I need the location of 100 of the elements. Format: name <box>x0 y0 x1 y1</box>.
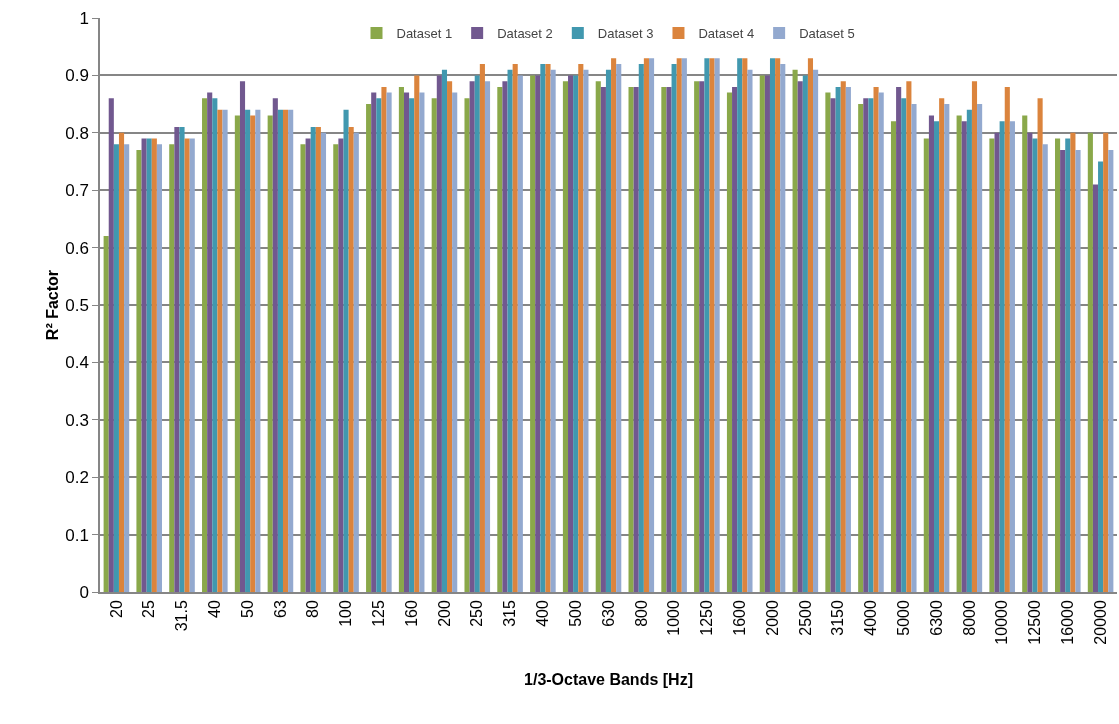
x-tick-label: 25 <box>140 600 158 618</box>
x-tick-label: 16000 <box>1058 600 1076 645</box>
bar <box>901 98 907 592</box>
bar <box>694 81 700 592</box>
bar <box>1060 150 1066 592</box>
bar <box>409 98 415 592</box>
legend-label: Dataset 4 <box>698 26 755 42</box>
bar <box>441 69 448 592</box>
bar <box>1009 121 1015 592</box>
bar <box>966 109 972 592</box>
bar <box>737 58 743 592</box>
bar <box>769 58 776 592</box>
bar <box>288 109 294 592</box>
bar <box>338 138 344 592</box>
bar <box>699 81 705 592</box>
x-tick-label: 63 <box>271 600 289 618</box>
x-tick-label: 2000 <box>763 600 781 636</box>
y-tick-label: 0.6 <box>65 238 89 258</box>
y-tick-label: 0.1 <box>65 525 89 545</box>
x-tick-label: 40 <box>206 600 224 618</box>
bar <box>189 138 195 592</box>
bar <box>1103 132 1109 592</box>
bar <box>1004 86 1010 592</box>
bar <box>507 69 513 592</box>
bar <box>222 109 228 592</box>
x-tick-label: 160 <box>402 600 420 627</box>
bar <box>890 121 897 592</box>
x-tick-label: 400 <box>534 600 552 627</box>
legend-label: Dataset 3 <box>597 26 654 42</box>
bar <box>1070 132 1076 592</box>
bar <box>234 115 240 592</box>
bar <box>540 63 546 592</box>
bar <box>315 127 321 592</box>
bar <box>825 92 831 592</box>
bar <box>333 144 339 592</box>
bar <box>381 86 387 592</box>
bar <box>1037 98 1043 592</box>
bar <box>464 98 470 592</box>
bar <box>764 75 770 592</box>
y-tick-label: 0.2 <box>65 468 89 488</box>
bar <box>169 144 175 592</box>
bar <box>151 138 157 592</box>
bar <box>714 58 720 592</box>
bar <box>545 63 551 592</box>
bar <box>353 132 359 592</box>
bar <box>103 236 109 592</box>
x-tick-label: 5000 <box>894 600 912 636</box>
bar <box>1108 150 1114 592</box>
bar <box>277 109 283 592</box>
bar <box>676 58 682 592</box>
bar <box>1092 184 1099 592</box>
bar <box>759 75 765 592</box>
bar <box>1075 150 1081 592</box>
bar <box>156 144 162 592</box>
x-tick-label: 1600 <box>730 600 748 636</box>
bar <box>300 144 306 592</box>
bar <box>797 81 803 592</box>
x-tick-label: 50 <box>238 600 256 618</box>
bar <box>726 92 733 592</box>
bar <box>386 92 392 592</box>
bar <box>484 81 491 592</box>
bar <box>595 81 601 592</box>
bar <box>732 86 738 592</box>
bar <box>994 132 1000 592</box>
x-tick-label: 315 <box>501 600 519 627</box>
y-tick-label: 1 <box>79 8 89 28</box>
x-tick-label: 10000 <box>993 600 1011 645</box>
bar <box>1042 144 1048 592</box>
bar <box>239 81 246 592</box>
x-tick-label: 31.5 <box>173 600 191 632</box>
x-axis-title: 1/3-Octave Bands [Hz] <box>524 670 693 688</box>
y-tick-label: 0.9 <box>65 66 89 86</box>
bar <box>989 138 995 592</box>
bar <box>146 138 152 592</box>
bar <box>600 86 606 592</box>
bar <box>830 98 836 592</box>
bar <box>775 58 781 592</box>
y-tick-label: 0.8 <box>65 123 89 143</box>
bar <box>1022 115 1028 592</box>
bar <box>638 63 644 592</box>
bar <box>108 98 114 592</box>
bar <box>366 104 372 592</box>
bar <box>873 86 879 592</box>
bar <box>212 98 218 592</box>
bar <box>792 69 798 592</box>
bar <box>661 86 667 592</box>
bar <box>704 58 710 592</box>
bar <box>709 58 715 592</box>
bar <box>343 109 349 592</box>
bar <box>320 132 327 592</box>
bar <box>906 81 912 592</box>
y-tick-label: 0.5 <box>65 295 89 315</box>
bar <box>616 63 622 592</box>
bar <box>742 58 748 592</box>
bar <box>780 63 786 592</box>
bar <box>517 75 523 592</box>
x-tick-label: 2500 <box>796 600 814 636</box>
bar <box>282 109 289 592</box>
bar <box>414 75 420 592</box>
bar <box>245 109 251 592</box>
